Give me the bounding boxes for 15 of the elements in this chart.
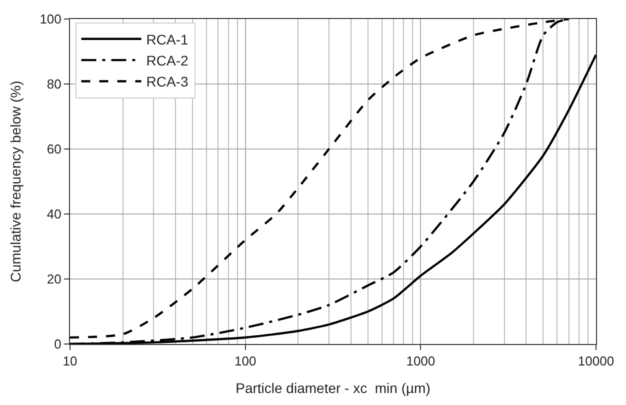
x-tick-label: 10000 — [578, 354, 614, 369]
y-tick-label: 40 — [46, 206, 62, 222]
legend-label: RCA-3 — [146, 74, 188, 90]
y-tick-label: 100 — [40, 12, 62, 27]
y-axis-title: Cumulative frequency below (%) — [7, 80, 24, 282]
legend-label: RCA-2 — [146, 52, 188, 69]
y-tick-label: 0 — [54, 336, 62, 352]
x-tick-label: 100 — [234, 354, 256, 369]
x-axis-title: Particle diameter - xc min (µm) — [236, 380, 430, 396]
y-tick-label: 20 — [46, 272, 62, 287]
y-tick-label: 80 — [46, 76, 62, 92]
x-tick-label: 1000 — [406, 354, 436, 369]
x-tick-label: 10 — [62, 354, 78, 369]
legend-label: RCA-1 — [146, 31, 188, 48]
y-tick-label: 60 — [46, 142, 62, 157]
